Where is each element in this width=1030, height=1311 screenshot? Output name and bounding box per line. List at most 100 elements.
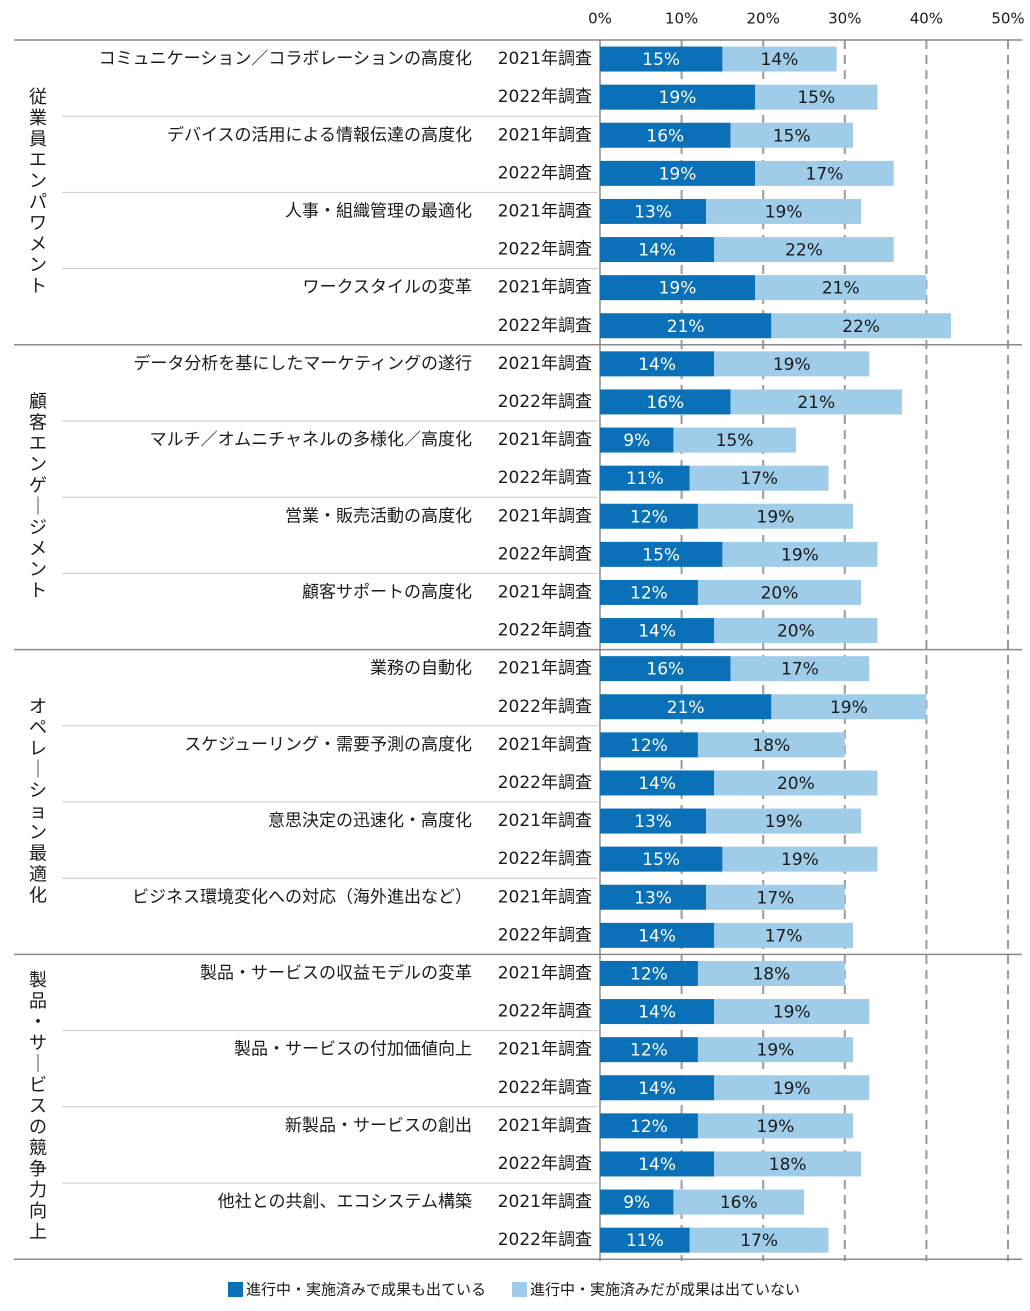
group-label-char: エ bbox=[29, 434, 47, 455]
group-label-char: 適 bbox=[29, 865, 47, 886]
data-label-achieved: 12% bbox=[630, 1041, 668, 1061]
bar-segment-not-achieved bbox=[755, 84, 878, 110]
survey-year-label: 2021年調査 bbox=[498, 1116, 592, 1136]
bar-segment-achieved bbox=[600, 960, 698, 986]
group-label-char: パ bbox=[29, 192, 47, 213]
survey-year-label: 2021年調査 bbox=[498, 506, 592, 526]
x-tick-label: 40% bbox=[910, 10, 943, 28]
data-label-achieved: 19% bbox=[659, 279, 697, 299]
bar-segment-not-achieved bbox=[714, 351, 870, 377]
survey-year-label: 2022年調査 bbox=[498, 316, 592, 336]
bar-segment-not-achieved bbox=[730, 389, 902, 415]
group-label-char: の bbox=[29, 1117, 47, 1138]
data-label-achieved: 12% bbox=[630, 507, 668, 527]
data-label-achieved: 14% bbox=[638, 926, 676, 946]
category-label: 製品・サービスの付加価値向上 bbox=[234, 1040, 472, 1060]
bar-segment-achieved bbox=[600, 579, 698, 605]
group-label-char: ン bbox=[29, 255, 47, 276]
data-label-achieved: 14% bbox=[638, 1003, 676, 1023]
data-label-not-achieved: 15% bbox=[716, 431, 754, 451]
group-label-char: ｜ bbox=[29, 497, 47, 518]
data-label-not-achieved: 19% bbox=[757, 1041, 795, 1061]
bar-segment-achieved bbox=[600, 770, 715, 796]
group-label-char: ン bbox=[29, 823, 47, 844]
survey-year-label: 2022年調査 bbox=[498, 468, 592, 488]
category-label: ワークスタイルの変革 bbox=[303, 278, 473, 298]
bar-segment-not-achieved bbox=[771, 694, 927, 720]
bar-segment-achieved bbox=[600, 808, 707, 834]
bar-segment-achieved bbox=[600, 618, 715, 644]
data-label-not-achieved: 18% bbox=[752, 736, 790, 756]
data-label-not-achieved: 18% bbox=[752, 964, 790, 984]
bar-segment-achieved bbox=[600, 1075, 715, 1101]
group-label-char: ン bbox=[29, 560, 47, 581]
bar-segment-not-achieved bbox=[722, 46, 837, 72]
bar-segment-achieved bbox=[600, 389, 731, 415]
data-label-achieved: 12% bbox=[630, 1117, 668, 1137]
bar-segment-not-achieved bbox=[689, 465, 829, 491]
group-label-char: ペ bbox=[29, 718, 47, 739]
bar-segment-not-achieved bbox=[730, 122, 853, 148]
bar-segment-achieved bbox=[600, 198, 707, 224]
group-label-char: ン bbox=[29, 455, 47, 476]
data-label-achieved: 15% bbox=[642, 50, 680, 70]
group-label-char: 従 bbox=[29, 87, 47, 108]
data-label-achieved: 9% bbox=[623, 431, 650, 451]
survey-year-label: 2022年調査 bbox=[498, 1230, 592, 1250]
bar-segment-not-achieved bbox=[697, 1113, 853, 1139]
category-label: 業務の自動化 bbox=[370, 659, 472, 679]
data-label-not-achieved: 19% bbox=[781, 545, 819, 565]
legend-label-not-achieved: 進行中・実施済みだが成果は出ていない bbox=[530, 1281, 800, 1299]
survey-year-label: 2021年調査 bbox=[498, 582, 592, 602]
group-label-char: ジ bbox=[29, 518, 47, 539]
category-label: スケジューリング・需要予測の高度化 bbox=[184, 735, 472, 755]
data-label-not-achieved: 19% bbox=[757, 507, 795, 527]
data-label-not-achieved: 20% bbox=[777, 774, 815, 794]
data-label-achieved: 9% bbox=[623, 1193, 650, 1213]
data-label-achieved: 14% bbox=[638, 241, 676, 261]
category-label: 顧客サポートの高度化 bbox=[302, 582, 472, 602]
data-label-not-achieved: 17% bbox=[806, 164, 844, 184]
group-label-char: 業 bbox=[29, 108, 47, 129]
bar-segment-achieved bbox=[600, 1113, 698, 1139]
data-label-not-achieved: 17% bbox=[740, 1231, 778, 1251]
bar-segment-achieved bbox=[600, 846, 723, 872]
bar-segment-achieved bbox=[600, 656, 731, 682]
group-label-char: ビ bbox=[29, 1075, 47, 1096]
group-label-char: ｜ bbox=[29, 1054, 47, 1075]
survey-year-label: 2021年調査 bbox=[498, 887, 592, 907]
survey-year-label: 2021年調査 bbox=[498, 1192, 592, 1212]
bar-segment-achieved bbox=[600, 1189, 674, 1215]
bar-segment-not-achieved bbox=[755, 160, 894, 186]
survey-year-label: 2022年調査 bbox=[498, 163, 592, 183]
bar-segment-achieved bbox=[600, 160, 756, 186]
survey-year-label: 2021年調査 bbox=[498, 125, 592, 145]
bar-segment-achieved bbox=[600, 84, 756, 110]
group-label-char: 争 bbox=[29, 1159, 47, 1180]
bar-segment-not-achieved bbox=[714, 1075, 870, 1101]
group-label-char: ト bbox=[29, 276, 47, 297]
bar-segment-not-achieved bbox=[697, 1037, 853, 1063]
group-label-char: ゲ bbox=[29, 476, 47, 497]
bar-segment-achieved bbox=[600, 275, 756, 301]
category-label: マルチ／オムニチャネルの多様化／高度化 bbox=[150, 430, 472, 450]
data-label-not-achieved: 15% bbox=[797, 88, 835, 108]
survey-year-label: 2021年調査 bbox=[498, 659, 592, 679]
category-label: 他社との共創、エコシステム構築 bbox=[218, 1192, 472, 1212]
data-label-achieved: 12% bbox=[630, 964, 668, 984]
survey-year-label: 2022年調査 bbox=[498, 621, 592, 641]
category-label: 新製品・サービスの創出 bbox=[285, 1116, 472, 1136]
survey-year-label: 2022年調査 bbox=[498, 1154, 592, 1174]
bar-segment-achieved bbox=[600, 694, 772, 720]
group-label-char: 最 bbox=[29, 844, 47, 865]
category-label: 意思決定の迅速化・高度化 bbox=[268, 811, 472, 831]
category-label: 人事・組織管理の最適化 bbox=[285, 201, 472, 221]
bar-segment-not-achieved bbox=[673, 427, 796, 453]
data-label-achieved: 13% bbox=[634, 888, 672, 908]
survey-year-label: 2022年調査 bbox=[498, 240, 592, 260]
survey-year-label: 2021年調査 bbox=[498, 201, 592, 221]
survey-year-label: 2022年調査 bbox=[498, 925, 592, 945]
bar-segment-not-achieved bbox=[697, 503, 853, 529]
data-label-not-achieved: 17% bbox=[757, 888, 795, 908]
data-label-not-achieved: 19% bbox=[773, 355, 811, 375]
